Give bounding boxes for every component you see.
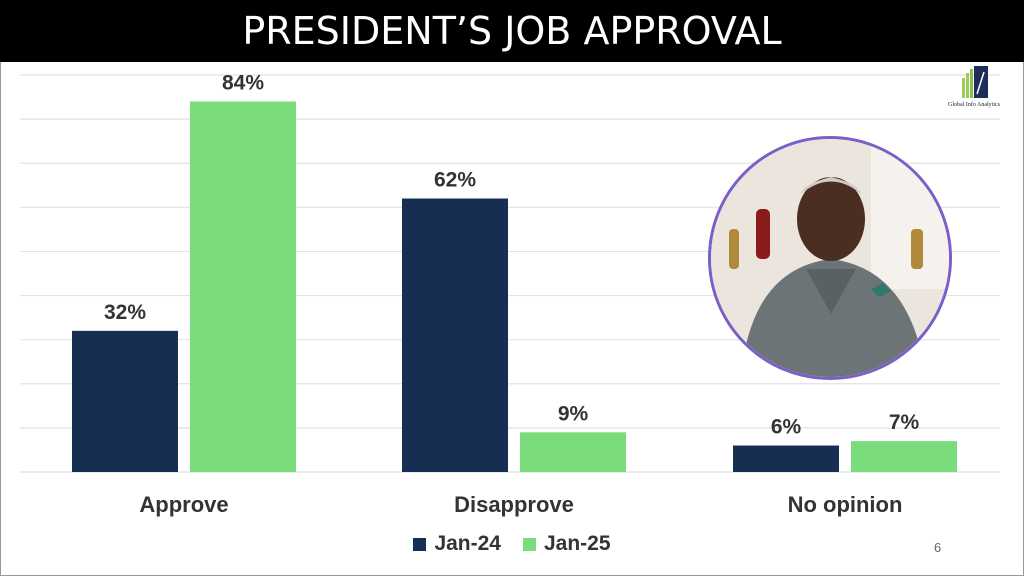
bar-approve-jan-25 — [190, 101, 296, 472]
data-label: 62% — [434, 169, 476, 192]
bar-disapprove-jan-24 — [402, 198, 508, 472]
category-label: Disapprove — [454, 492, 574, 517]
data-label: 32% — [104, 301, 146, 324]
bars — [72, 101, 957, 472]
global-info-analytics-logo: Global Info Analytics — [932, 64, 1016, 116]
bar-no-opinion-jan-25 — [851, 441, 957, 472]
title-bar: PRESIDENT’S JOB APPROVAL — [0, 0, 1024, 62]
data-label: 6% — [771, 416, 802, 439]
bar-approve-jan-24 — [72, 330, 178, 472]
legend-item-jan-24: Jan-24 — [413, 532, 501, 556]
data-labels: 32% 84% 62% 9% 6% 7% — [104, 71, 920, 438]
page-number: 6 — [934, 540, 942, 555]
slide-title: PRESIDENT’S JOB APPROVAL — [242, 9, 782, 53]
legend: Jan-24 Jan-25 — [0, 532, 1024, 556]
bar-no-opinion-jan-24 — [733, 445, 839, 472]
legend-item-jan-25: Jan-25 — [523, 532, 611, 556]
category-label: No opinion — [788, 492, 903, 517]
legend-label: Jan-25 — [544, 532, 611, 555]
bar-disapprove-jan-25 — [520, 432, 626, 472]
data-label: 9% — [558, 402, 589, 425]
data-label: 84% — [222, 71, 264, 94]
president-photo — [708, 136, 952, 380]
legend-swatch-jan-24 — [413, 537, 427, 551]
data-label: 7% — [889, 411, 920, 434]
legend-label: Jan-24 — [434, 532, 501, 555]
category-labels: Approve Disapprove No opinion — [139, 492, 902, 517]
category-label: Approve — [139, 492, 228, 517]
legend-swatch-jan-25 — [523, 537, 536, 551]
